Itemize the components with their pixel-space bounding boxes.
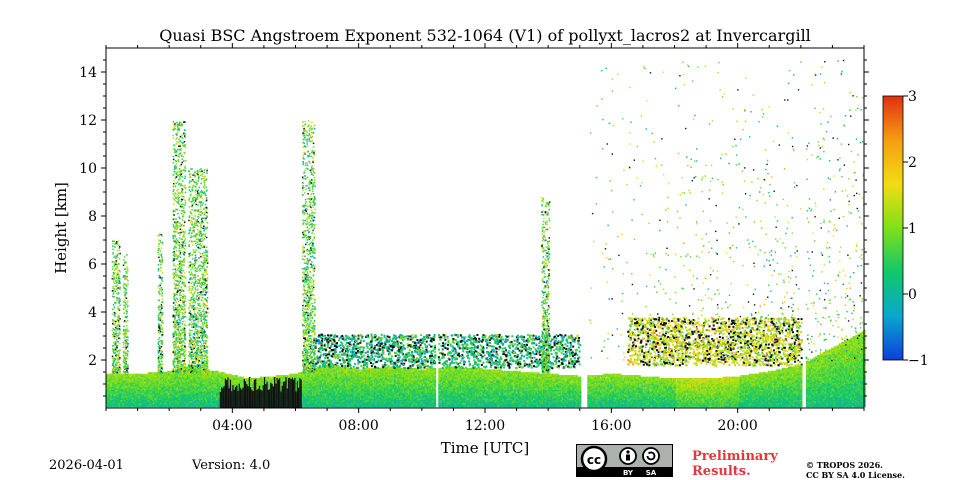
chart: Quasi BSC Angstroem Exponent 532-1064 (V… (0, 0, 960, 480)
chart-title: Quasi BSC Angstroem Exponent 532-1064 (V… (159, 26, 811, 45)
plot-area (106, 48, 866, 408)
